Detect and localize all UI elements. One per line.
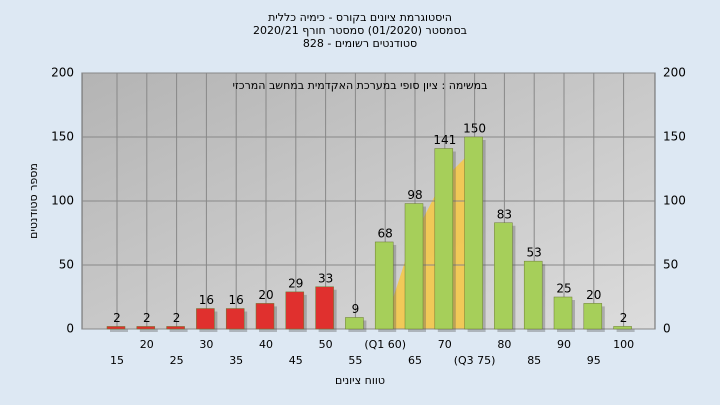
bar-shadow [110, 329, 128, 332]
data-label: 98 [407, 188, 422, 202]
bar [434, 148, 454, 330]
x-tick-label: 50 [319, 338, 333, 351]
x-tick-label: 15 [110, 354, 124, 367]
x-tick-label: 70 [438, 338, 452, 351]
bar [523, 260, 543, 330]
bar [225, 308, 245, 330]
data-label: 16 [229, 293, 244, 307]
data-label: 25 [556, 282, 571, 296]
x-tick-label: 30 [199, 338, 213, 351]
y-tick-label: 50 [59, 258, 74, 272]
bar [196, 308, 215, 330]
data-label: 2 [173, 311, 181, 325]
x-tick-label: 95 [587, 354, 601, 367]
data-label: 9 [352, 302, 360, 316]
data-label: 2 [620, 311, 628, 325]
data-label: 83 [497, 207, 512, 221]
y-tick-label: 150 [51, 130, 74, 144]
bar [106, 326, 126, 330]
x-tick-label: (Q3 75) [454, 354, 496, 367]
chart-subtitle: בסמסטר (01/2020) סמסטר חורף 2020/21 [253, 24, 467, 37]
y2-tick-label: 50 [663, 258, 678, 272]
data-label: 20 [586, 288, 601, 302]
bar [464, 136, 483, 330]
data-label: 141 [433, 133, 456, 147]
data-label: 29 [288, 276, 303, 290]
bar [255, 303, 275, 330]
bar [553, 296, 573, 330]
bar [285, 291, 305, 330]
bar [494, 222, 513, 330]
x-tick-label: 25 [170, 354, 184, 367]
bar [136, 326, 156, 330]
x-axis-label: טווח ציונים [335, 374, 385, 387]
data-label: 2 [143, 311, 151, 325]
bar [345, 317, 364, 330]
x-tick-label: 100 [613, 338, 634, 351]
y2-tick-label: 0 [663, 322, 671, 336]
bar [404, 203, 424, 330]
bar-shadow [139, 329, 158, 332]
y2-tick-label: 200 [663, 66, 686, 80]
x-tick-label: (Q1 60) [364, 338, 406, 351]
annotation: במשימה : ציון סופי במערכת האקדמית במחשב … [233, 79, 488, 92]
y-tick-label: 100 [51, 194, 74, 208]
x-tick-label: 35 [229, 354, 243, 367]
y2-tick-label: 100 [663, 194, 686, 208]
data-label: 68 [378, 226, 393, 240]
bar [613, 326, 632, 330]
data-label: 16 [199, 293, 214, 307]
data-label: 150 [463, 122, 486, 136]
x-tick-label: 65 [408, 354, 422, 367]
bar [166, 326, 185, 330]
bar [583, 303, 603, 330]
data-label: 2 [113, 311, 121, 325]
bar-shadow [616, 329, 635, 332]
bar-shadow [169, 329, 188, 332]
x-tick-label: 40 [259, 338, 273, 351]
bar [315, 286, 334, 330]
data-label: 53 [527, 246, 542, 260]
y-tick-label: 0 [66, 322, 74, 336]
x-tick-label: 45 [289, 354, 303, 367]
chart-subtitle: סטודנטים רשומים - 828 [303, 37, 417, 50]
y-axis-label: מספר סטודנטים [27, 163, 40, 239]
x-tick-label: 80 [497, 338, 511, 351]
x-tick-label: 55 [348, 354, 362, 367]
data-label: 20 [258, 288, 273, 302]
x-tick-label: 20 [140, 338, 154, 351]
x-tick-label: 90 [557, 338, 571, 351]
y2-tick-label: 150 [663, 130, 686, 144]
bar [374, 241, 394, 330]
chart-title: היסטוגרמת ציונים בקורס - כימיה כללית [268, 11, 452, 24]
y-tick-label: 200 [51, 66, 74, 80]
data-label: 33 [318, 271, 333, 285]
x-tick-label: 85 [527, 354, 541, 367]
